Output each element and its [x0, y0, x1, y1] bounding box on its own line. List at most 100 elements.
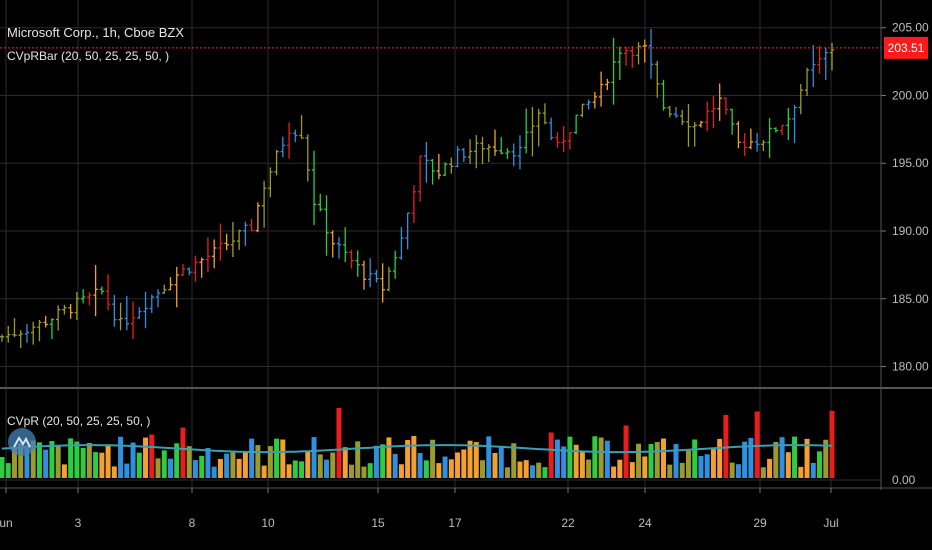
indicator-logo-icon: [8, 428, 36, 456]
cvpr-bar: [199, 455, 205, 478]
cvpr-bar: [567, 436, 573, 478]
cvpr-bar: [810, 462, 816, 478]
cvpr-bar: [405, 440, 411, 478]
cvpr-bar: [611, 466, 617, 478]
cvpr-bar: [336, 408, 342, 478]
cvpr-bar: [804, 438, 810, 478]
cvpr-bar: [230, 452, 236, 478]
x-tick-label: 3: [75, 516, 82, 530]
y-tick-label: 200.00: [892, 88, 929, 102]
cvpr-bar: [18, 443, 24, 478]
cvpr-bar: [192, 460, 198, 478]
cvpr-bar: [561, 446, 567, 478]
cvpr-bar: [636, 443, 642, 478]
cvpr-bar: [760, 467, 766, 478]
cvpr-bar: [61, 464, 67, 478]
cvpr-bar: [604, 440, 610, 478]
cvpr-bar: [423, 460, 429, 478]
cvpr-bar: [149, 434, 155, 478]
price-axis: 205.00 200.00 195.00 190.00 185.00 180.00 0.00: [881, 21, 929, 487]
cvpr-bar: [642, 456, 648, 478]
cvpr-bar: [317, 454, 323, 478]
cvpr-bar: [742, 441, 748, 478]
cvpr-bar: [679, 462, 685, 478]
cvpr-bar: [779, 437, 785, 478]
cvpr-bar: [717, 438, 723, 478]
cvpr-bar: [579, 450, 585, 478]
x-tick-label: 8: [189, 516, 196, 530]
cvpr-bar: [473, 442, 479, 478]
cvpr-bar: [486, 436, 492, 478]
chart-title: Microsoft Corp., 1h, Cboe BZX: [7, 25, 185, 40]
cvpr-bar: [155, 458, 161, 478]
cvpr-bar: [798, 466, 804, 478]
cvpr-bar: [105, 444, 111, 478]
x-tick-label: 15: [371, 516, 385, 530]
cvpr-bar: [710, 449, 716, 478]
cvpr-bar: [130, 442, 136, 478]
cvpr-bar: [168, 458, 173, 478]
cvpr-bar: [80, 447, 86, 478]
cvpr-bar: [36, 442, 42, 478]
cvpr-bar: [280, 439, 286, 478]
cvpr-bar: [55, 445, 61, 478]
cvpr-bar: [249, 438, 255, 478]
cvpr-bar: [592, 436, 598, 478]
indicator-main-label[interactable]: CVpRBar (20, 50, 25, 25, 50, ): [7, 49, 170, 63]
cvpr-bar: [392, 453, 398, 478]
cvpr-bar: [261, 465, 267, 478]
cvpr-bar: [536, 462, 542, 478]
cvpr-bar: [161, 450, 167, 478]
x-tick-label: Jul: [823, 516, 838, 530]
cvpr-bar: [286, 464, 292, 478]
cvpr-bar: [49, 441, 55, 478]
cvpr-bar: [274, 438, 280, 478]
cvpr-bar: [111, 466, 117, 478]
cvpr-bar: [267, 446, 273, 478]
cvpr-bar: [436, 463, 442, 478]
cvpr-bar: [417, 453, 423, 478]
cvpr-bar: [654, 442, 660, 478]
cvpr-bar: [648, 443, 654, 478]
last-price-label: 203.51: [888, 41, 925, 55]
cvpr-bar: [511, 443, 517, 478]
cvpr-bar: [11, 447, 17, 478]
cvpr-bar: [205, 447, 211, 478]
cvpr-bar: [330, 452, 336, 478]
x-tick-label: 22: [561, 516, 575, 530]
cvpr-histogram: [0, 408, 835, 478]
cvpr-bar: [311, 437, 317, 478]
y-tick-label: 190.00: [892, 224, 929, 238]
cvpr-bar: [68, 438, 74, 478]
cvpr-bar: [598, 437, 604, 478]
cvpr-bar: [430, 439, 436, 478]
cvpr-bar: [118, 436, 124, 478]
cvpr-bar: [136, 452, 142, 478]
cvpr-bar: [673, 444, 679, 478]
cvpr-bar: [573, 444, 579, 478]
cvpr-bar: [224, 453, 230, 478]
cvpr-bar: [242, 452, 248, 478]
cvpr-bar: [448, 459, 454, 478]
cvpr-bar: [767, 458, 773, 478]
cvpr-bar: [492, 453, 498, 478]
cvpr-bar: [442, 456, 448, 478]
last-price-badge: 203.51: [884, 36, 928, 59]
cvpr-bar: [30, 440, 36, 478]
grid-lines: [0, 0, 881, 488]
cvpr-bar: [542, 467, 548, 478]
cvpr-bar: [143, 437, 149, 478]
cvpr-bar: [480, 460, 486, 478]
cvpr-bar: [361, 466, 367, 478]
indicator-sub-label[interactable]: CVpR (20, 50, 25, 25, 50, ): [7, 414, 151, 428]
cvpr-bar: [174, 443, 180, 478]
x-tick-label: 24: [638, 516, 652, 530]
cvpr-bar: [773, 441, 779, 478]
cvpr-bar: [735, 464, 741, 478]
time-axis: un 3 8 10 15 17 22 24 29 Jul: [0, 488, 839, 530]
price-bars: [0, 28, 835, 348]
cvpr-bar: [86, 443, 92, 478]
cvpr-bar: [236, 458, 242, 478]
cvpr-bar: [554, 439, 560, 478]
